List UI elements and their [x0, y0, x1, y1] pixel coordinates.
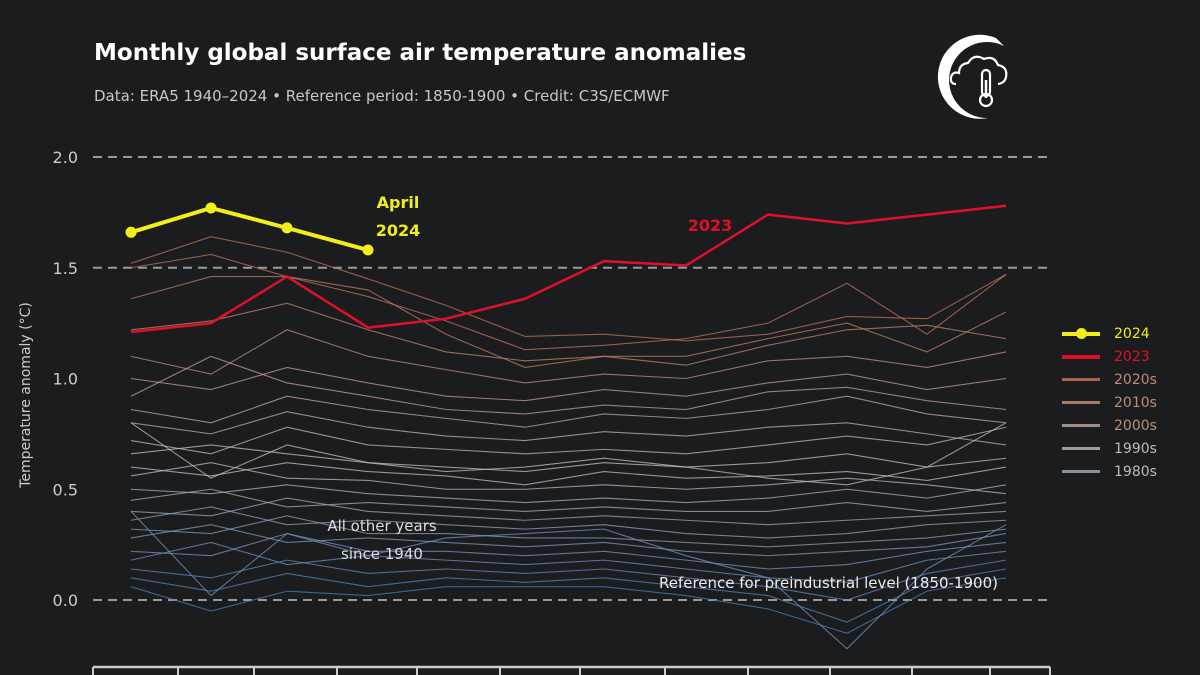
other-year-line: [130, 444, 1007, 473]
legend-swatch: [1062, 424, 1100, 427]
legend-swatch: [1062, 354, 1100, 359]
legend-marker: [1076, 327, 1087, 339]
legend: 2024 2023 2020s 2010s 2000s 1990s 1980s: [1062, 322, 1157, 483]
other-year-line: [130, 395, 1007, 428]
other-year-line: [130, 559, 1007, 601]
other-year-line: [130, 329, 1007, 384]
chart-title: Monthly global surface air temperature a…: [94, 40, 747, 66]
other-year-line: [130, 366, 1007, 402]
legend-swatch: [1062, 327, 1100, 339]
other-year-line: [130, 511, 1007, 650]
y-tick-label: 0.5: [53, 480, 78, 499]
other-year-line: [130, 411, 1007, 446]
legend-swatch: [1062, 378, 1100, 381]
other-year-line: [130, 497, 1007, 526]
legend-label: 1980s: [1114, 463, 1157, 480]
other-year-line: [130, 515, 1007, 548]
annotation-other-years-line2: since 1940: [341, 545, 423, 563]
y-tick-label: 1.0: [53, 370, 78, 389]
legend-swatch: [1062, 401, 1100, 404]
other-year-line: [130, 302, 1007, 366]
other-year-line: [130, 532, 1007, 570]
legend-label: 2000s: [1114, 417, 1157, 434]
series-line-2023: [130, 204, 1007, 334]
annotation-april-line1: April: [377, 193, 420, 212]
legend-item-1980s: 1980s: [1062, 460, 1157, 483]
legend-label: 1990s: [1114, 440, 1157, 457]
other-year-line: [130, 355, 1007, 415]
legend-item-2024: 2024: [1062, 322, 1157, 345]
other-year-line: [130, 484, 1007, 504]
data-point-2024: [125, 226, 137, 238]
other-year-line: [130, 568, 1007, 623]
series-line-2024: [130, 205, 369, 252]
data-point-2024: [362, 244, 374, 256]
legend-label: 2023: [1114, 348, 1150, 365]
legend-item-2023: 2023: [1062, 345, 1157, 368]
legend-label: 2024: [1114, 325, 1150, 342]
legend-label: 2010s: [1114, 394, 1157, 411]
legend-label: 2020s: [1114, 371, 1157, 388]
annotation-2023: 2023: [688, 216, 733, 235]
legend-item-1990s: 1990s: [1062, 437, 1157, 460]
other-year-line: [130, 426, 1007, 455]
other-year-line: [130, 462, 1007, 486]
other-year-line: [130, 506, 1007, 539]
legend-item-2020s: 2020s: [1062, 368, 1157, 391]
other-year-line: [130, 276, 1007, 368]
data-point-2024: [205, 202, 217, 214]
y-tick-label: 1.5: [53, 259, 78, 278]
chart-subtitle: Data: ERA5 1940–2024 • Reference period:…: [94, 87, 670, 105]
other-year-line: [130, 541, 1007, 583]
other-year-line: [130, 422, 1007, 486]
annotation-preindustrial: Reference for preindustrial level (1850-…: [659, 574, 998, 592]
cloud-thermometer-logo-icon: [937, 34, 1008, 119]
legend-item-2000s: 2000s: [1062, 414, 1157, 437]
other-year-line: [130, 577, 1007, 634]
annotation-other-years-line1: All other years: [327, 517, 437, 535]
other-year-line: [130, 524, 1007, 557]
y-tick-label: 2.0: [53, 148, 78, 167]
data-point-2024: [281, 222, 293, 234]
y-tick-label: 0.0: [53, 591, 78, 610]
other-year-line: [130, 462, 1007, 495]
legend-swatch: [1062, 447, 1100, 450]
other-year-line: [130, 488, 1007, 512]
other-year-line: [130, 253, 1007, 351]
annotation-april-line2: 2024: [376, 221, 421, 240]
legend-swatch: [1062, 470, 1100, 473]
legend-item-2010s: 2010s: [1062, 391, 1157, 414]
y-axis-label: Temperature anomaly (°C): [18, 302, 34, 489]
other-year-line: [130, 236, 1007, 342]
